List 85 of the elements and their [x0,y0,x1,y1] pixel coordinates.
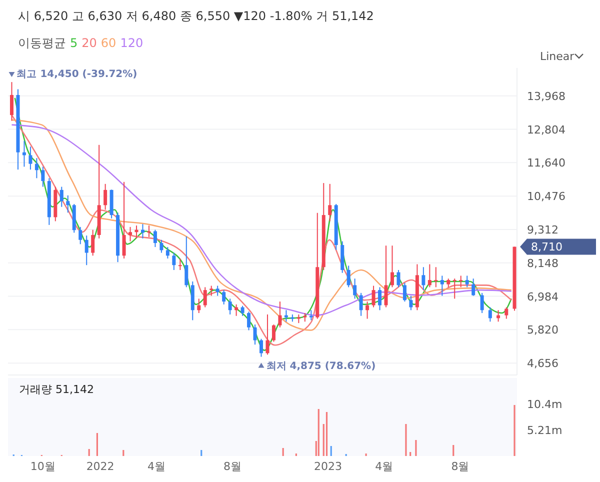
candlestick [452,278,456,300]
candlestick [465,275,469,288]
candlestick [440,275,444,296]
y-tick-label: 8,148 [527,256,558,270]
text: 거래량 51,142 [19,383,94,396]
x-tick-label: 10월 [30,460,56,473]
candlestick [409,295,413,311]
candlestick [402,282,406,302]
text: 120 [120,36,144,50]
y-tick-label: 12,804 [527,123,566,136]
candlestick [28,146,32,170]
y-tick-label: 11,640 [527,156,566,170]
candlestick [222,290,226,305]
y-tick-label: 4,656 [527,357,558,370]
candlestick [91,229,95,256]
candlestick [240,305,244,316]
candlestick [228,298,232,315]
candlestick [272,324,276,342]
x-tick-label: 8월 [451,460,470,473]
candlestick [396,269,400,288]
candlestick [266,314,270,356]
candlestick [480,292,484,314]
candlestick [422,266,426,291]
candlestick [384,245,388,308]
candlestick [260,338,263,358]
candlestick [366,301,370,320]
x-tick-label: 2023 [314,460,342,473]
annotation: 8,710 [531,240,562,254]
candlestick [172,252,176,270]
candlestick [216,285,220,296]
candlestick [428,264,432,288]
candlestick [122,181,126,260]
candlestick [128,226,132,242]
candlestick [104,183,108,210]
candlestick [390,245,394,288]
candlestick [203,286,207,308]
text: 20 [82,36,97,50]
candlestick [60,186,64,208]
y-tick-label: 10,476 [527,190,566,204]
candlestick [210,285,214,296]
candlestick [284,310,288,322]
candlestick [278,301,282,328]
candlestick [10,82,14,122]
y-tick-label: 10.4m [527,398,562,411]
y-tick-label: 13,968 [527,90,566,103]
x-tick-label: 4월 [375,460,394,473]
candlestick [253,324,257,346]
candlestick [84,235,88,266]
x-tick-label: 2022 [86,460,114,473]
candlestick [359,292,363,316]
x-tick-label: 4월 [147,460,166,473]
y-tick-label: 5.21m [527,424,562,437]
candlestick [247,311,251,331]
candlestick [166,246,170,260]
annotation: 최저 4,875 (78.67%) [266,360,376,372]
annotation: 최고 14,450 (-39.72%) [16,69,138,80]
candlestick [153,229,157,248]
candlestick [372,285,376,308]
y-tick-label: 9,312 [527,223,558,236]
chart-subtitle: 시 6,520 고 6,630 저 6,480 종 6,550 ▼120 -1.80% 거 51,142 [18,9,374,23]
y-tick-label: 5,820 [527,324,558,337]
candlestick [472,278,476,296]
candlestick [488,306,492,322]
candlestick [328,183,332,222]
candlestick [353,278,357,300]
candlestick [78,226,82,245]
candlestick [34,158,38,179]
candlestick [378,286,382,311]
candlestick [309,310,313,321]
candlestick [504,306,508,320]
y-tick-label: 6,984 [527,290,558,304]
legend-title: 이동평균 [18,36,66,50]
text: 60 [100,36,116,50]
candlestick [346,265,350,288]
candlestick [197,298,201,314]
candlestick [160,239,164,254]
candlestick [184,236,188,288]
candlestick [459,275,463,288]
candlestick [41,166,45,188]
x-tick-label: 8월 [224,460,242,473]
text: 5 [70,36,78,50]
text: Linear [540,50,575,63]
candlestick [434,266,438,288]
candlestick [66,194,70,214]
candlestick [178,258,182,270]
